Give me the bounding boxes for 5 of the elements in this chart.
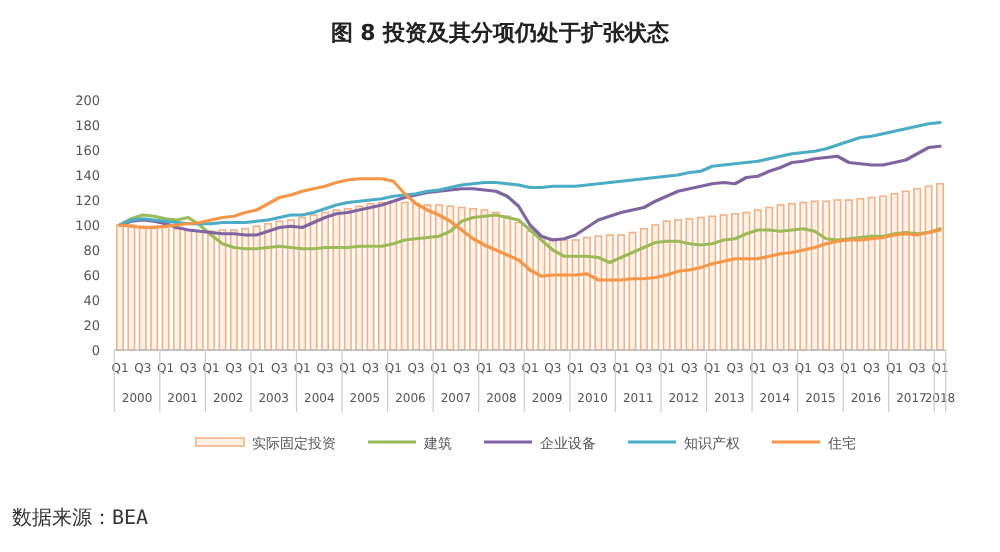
line-series: [118, 120, 942, 227]
line-series: [118, 177, 942, 282]
source-note: 数据来源：BEA: [12, 506, 149, 530]
chart-title: 图 8 投资及其分项仍处于扩张状态: [330, 20, 672, 46]
line-series: [118, 213, 942, 265]
